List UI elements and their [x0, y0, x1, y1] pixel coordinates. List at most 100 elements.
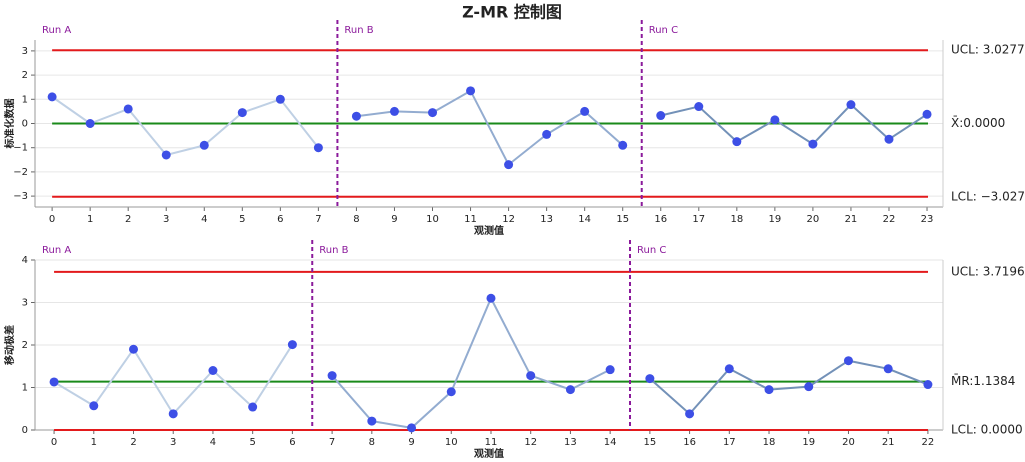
- data-point: [846, 100, 856, 110]
- phase-label: Run A: [42, 245, 71, 256]
- y-axis-label: 移动极差: [3, 325, 16, 365]
- y-tick-label: 2: [22, 340, 28, 351]
- data-point: [618, 140, 628, 150]
- series-line: [51, 96, 320, 157]
- limit-label: X̄:0.0000: [951, 116, 1005, 130]
- x-tick-label: 16: [654, 214, 667, 225]
- series-line: [53, 344, 294, 416]
- x-tick-label: 12: [502, 214, 515, 225]
- x-tick-label: 7: [329, 437, 335, 448]
- data-point: [883, 364, 893, 374]
- data-point: [565, 385, 575, 395]
- data-point: [694, 102, 704, 112]
- x-tick-label: 23: [921, 214, 934, 225]
- x-tick-label: 18: [730, 214, 743, 225]
- x-tick-label: 22: [883, 214, 896, 225]
- x-tick-label: 20: [807, 214, 820, 225]
- x-tick-label: 4: [201, 214, 207, 225]
- x-tick-label: 18: [763, 437, 776, 448]
- data-point: [724, 364, 734, 374]
- x-tick-label: 9: [408, 437, 414, 448]
- x-tick-label: 2: [130, 437, 136, 448]
- x-tick-label: 17: [692, 214, 705, 225]
- series-line: [660, 103, 928, 146]
- limit-label: M̄R:1.1384: [951, 374, 1015, 388]
- x-tick-label: 14: [604, 437, 617, 448]
- data-point: [526, 371, 536, 381]
- data-point: [923, 380, 933, 390]
- x-tick-label: 17: [723, 437, 736, 448]
- x-tick-label: 0: [51, 437, 57, 448]
- phase-label: Run B: [344, 25, 373, 36]
- x-tick-label: 5: [249, 437, 255, 448]
- data-point: [732, 137, 742, 147]
- limit-label: UCL: 3.0277: [951, 43, 1025, 57]
- data-point: [804, 382, 814, 392]
- data-point: [49, 377, 59, 387]
- phase-label: Run C: [649, 25, 678, 36]
- data-point: [47, 92, 57, 102]
- y-tick-label: 1: [22, 94, 28, 105]
- data-point: [129, 344, 139, 354]
- x-tick-label: 7: [315, 214, 321, 225]
- data-point: [389, 106, 399, 116]
- data-point: [580, 106, 590, 116]
- y-tick-label: −3: [13, 191, 28, 202]
- x-tick-label: 19: [802, 437, 815, 448]
- data-point: [764, 385, 774, 395]
- limit-label: LCL: 0.0000: [951, 423, 1023, 437]
- phase-label: Run C: [637, 245, 666, 256]
- series-line: [331, 295, 611, 429]
- y-tick-label: −2: [13, 167, 28, 178]
- data-point: [199, 140, 209, 150]
- x-tick-label: 20: [842, 437, 855, 448]
- y-tick-label: 3: [22, 298, 28, 309]
- data-point: [85, 119, 95, 128]
- y-tick-label: 4: [22, 255, 28, 266]
- data-point: [237, 108, 247, 118]
- data-point: [89, 401, 99, 411]
- data-point: [161, 150, 171, 160]
- data-point: [208, 366, 218, 375]
- x-tick-label: 11: [464, 214, 477, 225]
- data-point: [351, 111, 361, 121]
- x-tick-label: 11: [485, 437, 498, 448]
- data-point: [287, 340, 297, 350]
- data-point: [884, 134, 894, 144]
- x-tick-label: 1: [91, 437, 97, 448]
- limit-label: UCL: 3.7196: [951, 264, 1025, 278]
- y-tick-label: 2: [22, 70, 28, 81]
- x-tick-label: 13: [564, 437, 577, 448]
- y-tick-label: 0: [22, 119, 28, 130]
- x-tick-label: 15: [616, 214, 629, 225]
- data-point: [808, 139, 818, 149]
- x-tick-label: 0: [49, 214, 55, 225]
- data-point: [275, 94, 285, 104]
- data-point: [685, 409, 695, 419]
- x-tick-label: 19: [768, 214, 781, 225]
- y-tick-label: 3: [22, 46, 28, 57]
- x-tick-label: 9: [391, 214, 397, 225]
- limit-label: LCL: −3.0277: [951, 189, 1025, 203]
- x-tick-label: 12: [524, 437, 537, 448]
- data-point: [466, 86, 476, 96]
- data-point: [168, 409, 178, 419]
- data-point: [367, 416, 377, 426]
- data-point: [248, 402, 258, 412]
- x-tick-label: 10: [445, 437, 458, 448]
- x-axis-label: 观测值: [474, 447, 504, 460]
- y-tick-label: −1: [13, 143, 28, 154]
- phase-label: Run A: [42, 25, 71, 36]
- data-point: [605, 365, 615, 375]
- data-point: [123, 104, 133, 114]
- data-point: [770, 115, 780, 125]
- x-tick-label: 21: [845, 214, 858, 225]
- x-tick-label: 22: [922, 437, 935, 448]
- x-tick-label: 4: [210, 437, 216, 448]
- series-line: [356, 89, 624, 167]
- x-tick-label: 21: [882, 437, 895, 448]
- x-tick-label: 2: [125, 214, 131, 225]
- data-point: [327, 371, 337, 381]
- data-point: [922, 109, 932, 119]
